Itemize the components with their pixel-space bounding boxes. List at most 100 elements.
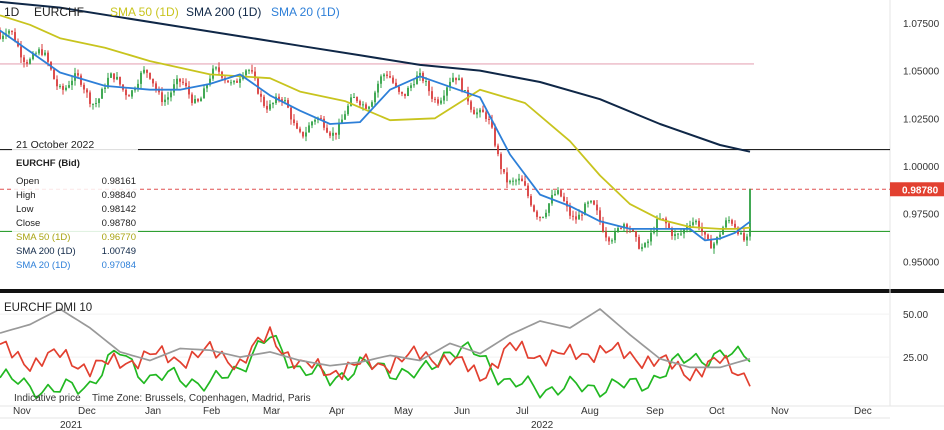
candle-body — [653, 230, 655, 233]
x-axis-month-label: Dec — [78, 406, 96, 417]
candle-body — [398, 86, 400, 92]
candle-body — [347, 105, 349, 115]
x-axis-month-label: Jul — [516, 406, 529, 417]
candle-body — [443, 95, 445, 101]
candle-body — [575, 216, 577, 220]
candle-body — [494, 127, 496, 146]
candle-body — [680, 233, 682, 235]
candle-body — [197, 99, 199, 102]
candle-body — [281, 99, 283, 102]
candle-body — [599, 210, 601, 222]
price-layer: 0.98780 — [0, 0, 944, 254]
price-y-tick-label: 1.05000 — [903, 67, 940, 78]
candle-body — [119, 76, 121, 85]
candle-body — [290, 107, 292, 120]
candle-body — [419, 72, 421, 76]
candle-body — [20, 46, 22, 58]
candle-body — [722, 227, 724, 235]
candle-body — [131, 90, 133, 97]
candle-body — [683, 229, 685, 234]
candle-body — [200, 98, 202, 102]
price-y-tick-label: 0.97500 — [903, 210, 940, 221]
candle-body — [359, 101, 361, 106]
info-date: 21 October 2022 — [16, 139, 95, 151]
info-row-high: High 0.98840 — [16, 190, 136, 201]
sma200-legend[interactable]: SMA 200 (1D) — [186, 5, 261, 19]
info-row-close: Close 0.98780 — [16, 218, 136, 229]
candle-body — [401, 91, 403, 94]
candle-body — [167, 97, 169, 100]
candle-body — [365, 104, 367, 109]
candle-body — [482, 109, 484, 113]
candle-body — [137, 83, 139, 90]
candle-body — [641, 247, 643, 249]
x-axis-month-label: Dec — [854, 406, 872, 417]
candle-body — [260, 93, 262, 97]
candle-body — [623, 224, 625, 229]
candle-body — [455, 77, 457, 81]
candle-body — [176, 78, 178, 85]
info-row-sma50: SMA 50 (1D) 0.96770 — [16, 232, 136, 243]
price-y-tick-label: 1.00000 — [903, 162, 940, 173]
candle-body — [704, 231, 706, 235]
candle-body — [35, 53, 37, 55]
sma20-legend[interactable]: SMA 20 (1D) — [271, 5, 340, 19]
candle-body — [185, 82, 187, 87]
candle-body — [716, 236, 718, 244]
candle-body — [203, 88, 205, 99]
x-axis-month-label: Sep — [646, 406, 664, 417]
timeframe-label[interactable]: 1D — [4, 5, 20, 19]
candle-body — [590, 200, 592, 203]
dmi-y-tick-label: 25.00 — [903, 353, 928, 364]
pane-divider[interactable] — [0, 289, 944, 293]
candle-body — [506, 172, 508, 183]
candle-body — [179, 78, 181, 82]
candle-body — [209, 78, 211, 85]
candle-body — [278, 96, 280, 100]
candle-body — [461, 78, 463, 91]
candle-body — [143, 69, 145, 73]
candle-body — [383, 74, 385, 77]
candle-body — [212, 68, 214, 79]
candle-body — [41, 49, 43, 55]
candle-body — [548, 203, 550, 213]
x-axis-month-label: Nov — [771, 406, 789, 417]
candle-body — [380, 76, 382, 84]
candle-body — [596, 204, 598, 211]
candle-body — [38, 49, 40, 54]
price-pane — [0, 0, 890, 290]
candle-body — [539, 216, 541, 218]
symbol-label[interactable]: EURCHF — [34, 5, 84, 19]
candle-body — [26, 62, 28, 64]
candle-body — [437, 99, 439, 104]
candle-body — [113, 73, 115, 80]
candle-body — [677, 233, 679, 235]
x-axis-month-label: Mar — [263, 406, 281, 417]
candle-body — [284, 100, 286, 102]
candle-body — [146, 69, 148, 73]
price-y-tick-label: 1.02500 — [903, 114, 940, 125]
candle-body — [710, 239, 712, 249]
candle-body — [746, 236, 748, 241]
sma20-line — [0, 29, 751, 242]
candle-body — [407, 87, 409, 96]
candle-body — [68, 85, 70, 88]
candle-body — [644, 243, 646, 248]
indicative-price-note: Indicative price — [14, 393, 81, 404]
candle-body — [491, 119, 493, 128]
candle-body — [515, 180, 517, 182]
info-row-sma20: SMA 20 (1D) 0.97084 — [16, 260, 136, 271]
candle-body — [545, 212, 547, 217]
sma50-legend[interactable]: SMA 50 (1D) — [110, 5, 179, 19]
candle-body — [44, 52, 46, 55]
candle-body — [608, 237, 610, 242]
candle-body — [725, 220, 727, 228]
candle-body — [689, 225, 691, 227]
candle-body — [464, 90, 466, 92]
dmi-title[interactable]: EURCHF DMI 10 — [4, 302, 92, 314]
candle-body — [158, 89, 160, 93]
candle-body — [62, 85, 64, 90]
candle-body — [557, 190, 559, 194]
candle-body — [107, 77, 109, 88]
